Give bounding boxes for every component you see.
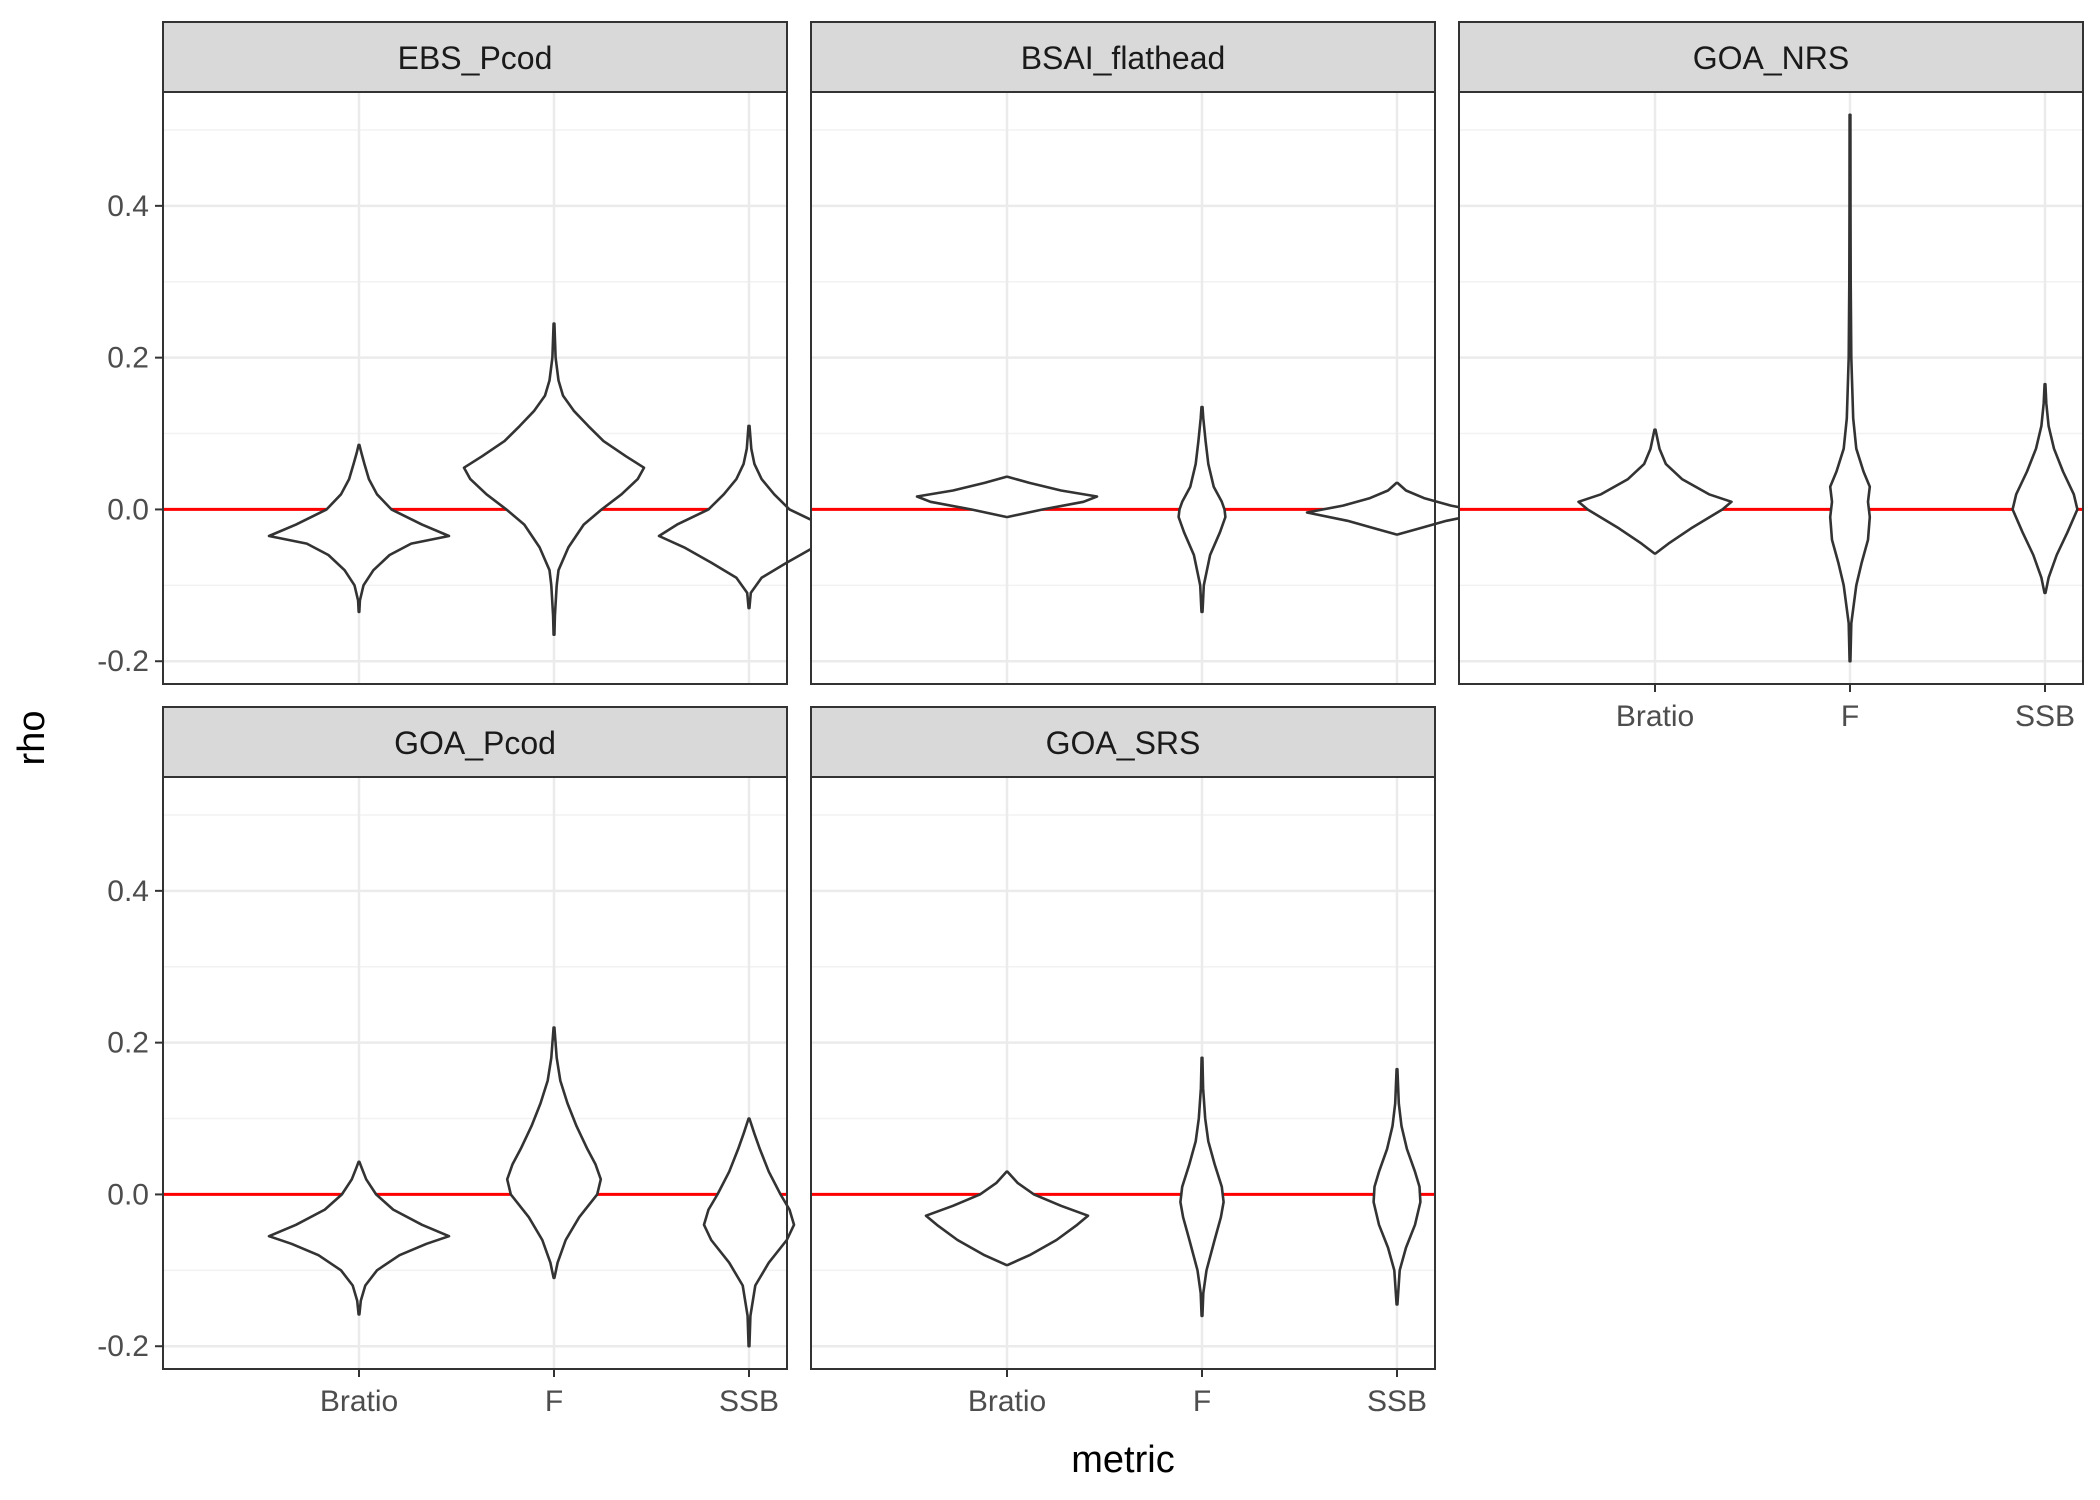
violin-Bratio xyxy=(267,1160,451,1316)
panel-background xyxy=(163,92,787,684)
strip-background xyxy=(810,706,1436,778)
x-tick-label: F xyxy=(1193,1385,1211,1418)
panel-background xyxy=(163,777,787,1369)
panel-background xyxy=(811,92,1435,684)
y-tick-label: 0.2 xyxy=(107,1027,149,1060)
strip-label: EBS_Pcod xyxy=(398,40,553,76)
strip-background xyxy=(810,21,1436,93)
facet-panel-BSAI_flathead: BSAI_flathead xyxy=(810,21,1489,685)
panel-border xyxy=(162,776,788,1370)
x-tick-label: SSB xyxy=(1367,1385,1427,1418)
y-axis-title: rho xyxy=(11,711,53,766)
facet-panel-GOA_Pcod: GOA_Pcod -0.2 0.0 0.2 0.4 Bratio F SSB xyxy=(97,706,796,1418)
strip-label: GOA_SRS xyxy=(1046,725,1201,761)
panel-border xyxy=(810,91,1436,685)
strip-label: BSAI_flathead xyxy=(1021,40,1226,76)
x-tick-label: SSB xyxy=(719,1385,779,1418)
violin-F xyxy=(505,1026,603,1280)
violin-Bratio xyxy=(1577,428,1733,555)
violin-SSB xyxy=(1372,1067,1422,1306)
strip-background xyxy=(162,21,788,93)
x-tick-label: Bratio xyxy=(968,1385,1046,1418)
strip-label: GOA_Pcod xyxy=(394,725,556,761)
panel-border xyxy=(162,91,788,685)
violin-F xyxy=(462,322,646,636)
violin-Bratio xyxy=(267,443,451,614)
strip-label: GOA_NRS xyxy=(1693,40,1849,76)
panel-background xyxy=(1459,92,2083,684)
y-tick-label: 0.0 xyxy=(107,493,149,526)
panel-border xyxy=(810,776,1436,1370)
y-tick-label: -0.2 xyxy=(97,1330,149,1363)
violin-Bratio xyxy=(924,1170,1090,1267)
y-tick-label: 0.2 xyxy=(107,342,149,375)
facet-panel-GOA_NRS: GOA_NRS Bratio F SSB xyxy=(1458,21,2084,733)
x-tick-label: F xyxy=(545,1385,563,1418)
x-axis-title: metric xyxy=(1071,1439,1174,1481)
violin-F xyxy=(1828,113,1872,663)
strip-background xyxy=(162,706,788,778)
x-tick-label: SSB xyxy=(2015,700,2075,733)
violin-F xyxy=(1177,405,1227,614)
x-tick-label: F xyxy=(1841,700,1859,733)
panel-background xyxy=(811,777,1435,1369)
violin-Bratio xyxy=(915,475,1099,519)
x-tick-label: Bratio xyxy=(320,1385,398,1418)
facet-panel-GOA_SRS: GOA_SRS Bratio F SSB xyxy=(810,706,1436,1418)
y-tick-label: -0.2 xyxy=(97,645,149,678)
violin-F xyxy=(1179,1056,1225,1318)
y-tick-label: 0.4 xyxy=(107,875,149,908)
panel-border xyxy=(1458,91,2084,685)
y-tick-label: 0.0 xyxy=(107,1178,149,1211)
violin-SSB xyxy=(2011,382,2079,595)
x-tick-label: Bratio xyxy=(1616,700,1694,733)
y-tick-label: 0.4 xyxy=(107,190,149,223)
strip-background xyxy=(1458,21,2084,93)
facet-panel-EBS_Pcod: EBS_Pcod -0.2 0.0 0.2 0.4 xyxy=(97,21,841,685)
